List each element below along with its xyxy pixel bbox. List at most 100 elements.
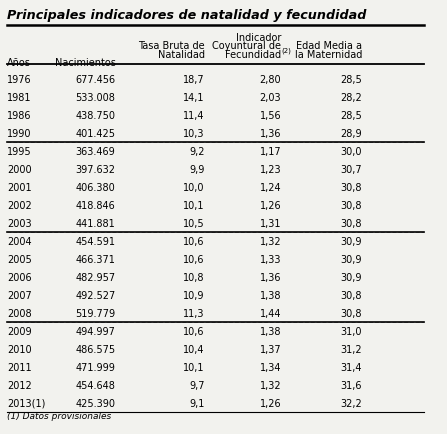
- Text: 2006: 2006: [7, 273, 32, 283]
- Text: Indicador: Indicador: [236, 33, 281, 43]
- Text: 2003: 2003: [7, 219, 32, 229]
- Text: 1995: 1995: [7, 147, 32, 157]
- Text: 1,23: 1,23: [260, 165, 281, 175]
- Text: 18,7: 18,7: [183, 76, 205, 85]
- Text: 30,8: 30,8: [341, 183, 362, 193]
- Text: 30,8: 30,8: [341, 219, 362, 229]
- Text: 10,3: 10,3: [183, 129, 205, 139]
- Text: 32,2: 32,2: [340, 398, 362, 408]
- Text: 1,36: 1,36: [260, 129, 281, 139]
- Text: 1,36: 1,36: [260, 273, 281, 283]
- Text: 397.632: 397.632: [76, 165, 115, 175]
- Text: 2010: 2010: [7, 344, 32, 354]
- Text: 2005: 2005: [7, 255, 32, 265]
- Text: 454.648: 454.648: [76, 380, 115, 390]
- Text: 2007: 2007: [7, 290, 32, 300]
- Text: 10,1: 10,1: [183, 362, 205, 372]
- Text: (1) Datos provisionales: (1) Datos provisionales: [7, 411, 111, 421]
- Text: 1,33: 1,33: [260, 255, 281, 265]
- Text: 14,1: 14,1: [183, 93, 205, 103]
- Text: 438.750: 438.750: [76, 111, 115, 121]
- Text: 418.846: 418.846: [76, 201, 115, 211]
- Text: (2): (2): [282, 47, 291, 54]
- Text: 2009: 2009: [7, 326, 32, 336]
- Text: 30,8: 30,8: [341, 201, 362, 211]
- Text: 482.957: 482.957: [75, 273, 115, 283]
- Text: 519.779: 519.779: [75, 309, 115, 318]
- Text: 494.997: 494.997: [76, 326, 115, 336]
- Text: Coyuntural de: Coyuntural de: [212, 41, 281, 51]
- Text: 1,38: 1,38: [260, 290, 281, 300]
- Text: Fecundidad: Fecundidad: [225, 49, 281, 59]
- Text: 1,38: 1,38: [260, 326, 281, 336]
- Text: la Maternidad: la Maternidad: [295, 49, 362, 59]
- Text: 30,9: 30,9: [341, 273, 362, 283]
- Text: 1,17: 1,17: [260, 147, 281, 157]
- Text: 28,2: 28,2: [340, 93, 362, 103]
- Text: 1,34: 1,34: [260, 362, 281, 372]
- Text: Nacimientos: Nacimientos: [55, 58, 115, 68]
- Text: Tasa Bruta de: Tasa Bruta de: [138, 41, 205, 51]
- Text: 11,3: 11,3: [183, 309, 205, 318]
- Text: 401.425: 401.425: [76, 129, 115, 139]
- Text: 30,7: 30,7: [340, 165, 362, 175]
- Text: 10,1: 10,1: [183, 201, 205, 211]
- Text: 486.575: 486.575: [75, 344, 115, 354]
- Text: 2011: 2011: [7, 362, 32, 372]
- Text: 1,24: 1,24: [260, 183, 281, 193]
- Text: 28,5: 28,5: [340, 76, 362, 85]
- Text: 30,8: 30,8: [341, 290, 362, 300]
- Text: 1,56: 1,56: [260, 111, 281, 121]
- Text: 9,9: 9,9: [189, 165, 205, 175]
- Text: 2,80: 2,80: [260, 76, 281, 85]
- Text: 31,4: 31,4: [341, 362, 362, 372]
- Text: 30,9: 30,9: [341, 255, 362, 265]
- Text: 10,8: 10,8: [183, 273, 205, 283]
- Text: 1,26: 1,26: [260, 398, 281, 408]
- Text: 31,0: 31,0: [341, 326, 362, 336]
- Text: 30,0: 30,0: [341, 147, 362, 157]
- Text: 1,37: 1,37: [260, 344, 281, 354]
- Text: 2,03: 2,03: [260, 93, 281, 103]
- Text: 10,4: 10,4: [183, 344, 205, 354]
- Text: 9,7: 9,7: [189, 380, 205, 390]
- Text: 1,26: 1,26: [260, 201, 281, 211]
- Text: 10,6: 10,6: [183, 255, 205, 265]
- Text: Principales indicadores de natalidad y fecundidad: Principales indicadores de natalidad y f…: [7, 9, 367, 22]
- Text: 363.469: 363.469: [76, 147, 115, 157]
- Text: 1,44: 1,44: [260, 309, 281, 318]
- Text: Edad Media a: Edad Media a: [296, 41, 362, 51]
- Text: 1976: 1976: [7, 76, 32, 85]
- Text: 492.527: 492.527: [75, 290, 115, 300]
- Text: 2012: 2012: [7, 380, 32, 390]
- Text: 9,2: 9,2: [189, 147, 205, 157]
- Text: 2000: 2000: [7, 165, 32, 175]
- Text: 30,9: 30,9: [341, 237, 362, 247]
- Text: 31,6: 31,6: [341, 380, 362, 390]
- Text: 466.371: 466.371: [76, 255, 115, 265]
- Text: 10,6: 10,6: [183, 237, 205, 247]
- Text: 2001: 2001: [7, 183, 32, 193]
- Text: 406.380: 406.380: [76, 183, 115, 193]
- Text: Natalidad: Natalidad: [158, 49, 205, 59]
- Text: 2004: 2004: [7, 237, 32, 247]
- Text: 425.390: 425.390: [76, 398, 115, 408]
- Text: 1986: 1986: [7, 111, 32, 121]
- Text: 10,5: 10,5: [183, 219, 205, 229]
- Text: 441.881: 441.881: [76, 219, 115, 229]
- Text: 28,5: 28,5: [340, 111, 362, 121]
- Text: 10,9: 10,9: [183, 290, 205, 300]
- Text: 2008: 2008: [7, 309, 32, 318]
- Text: 10,0: 10,0: [183, 183, 205, 193]
- Text: 31,2: 31,2: [340, 344, 362, 354]
- Text: 533.008: 533.008: [76, 93, 115, 103]
- Text: 2002: 2002: [7, 201, 32, 211]
- Text: 471.999: 471.999: [76, 362, 115, 372]
- Text: 9,1: 9,1: [189, 398, 205, 408]
- Text: 30,8: 30,8: [341, 309, 362, 318]
- Text: 1,32: 1,32: [260, 380, 281, 390]
- Text: 1,32: 1,32: [260, 237, 281, 247]
- Text: 1981: 1981: [7, 93, 32, 103]
- Text: 28,9: 28,9: [340, 129, 362, 139]
- Text: 10,6: 10,6: [183, 326, 205, 336]
